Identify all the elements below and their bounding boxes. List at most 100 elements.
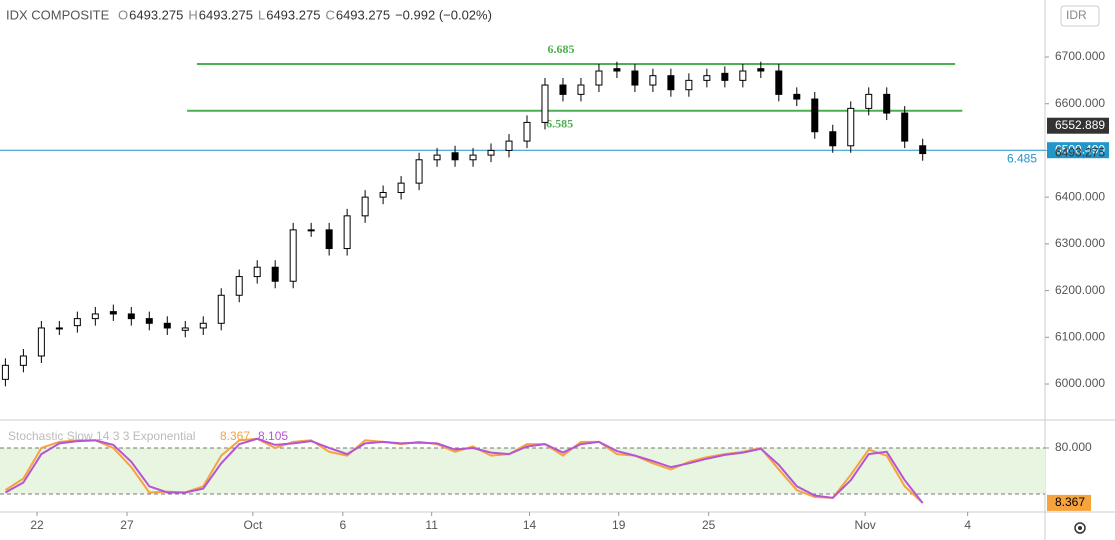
candle-body [217, 294, 225, 324]
candle-body [127, 313, 135, 320]
level-label: 6.685 [548, 42, 575, 56]
candle-body [775, 70, 783, 95]
candle-body [469, 154, 477, 161]
x-tick-label: 6 [339, 518, 346, 532]
price-marker-label: 6493.275 [1055, 146, 1105, 160]
ohlc-key: O [118, 7, 128, 22]
candle-body [667, 75, 675, 91]
candle-body [19, 355, 27, 366]
candle-body [415, 159, 423, 184]
y-tick-label: 80.000 [1055, 440, 1092, 454]
y-tick-label: 6600.000 [1055, 96, 1105, 110]
value-marker-label: 8.367 [1055, 495, 1085, 509]
legend-value: 8.367 [220, 429, 250, 443]
settings-gear[interactable] [1074, 522, 1086, 534]
candle-body [919, 145, 927, 155]
candle-body [1, 364, 9, 380]
settings-icon[interactable] [1074, 522, 1086, 534]
candle-body [289, 229, 297, 282]
candle-body [145, 318, 153, 324]
candle-body [199, 322, 207, 329]
candle-body [253, 266, 261, 278]
x-tick-label: Oct [244, 518, 263, 532]
candle-body [379, 191, 387, 198]
candle-body [109, 311, 117, 315]
x-tick-label: 14 [523, 518, 537, 532]
ohlc-value: 6493.275 [199, 7, 253, 22]
candle-body [505, 140, 513, 151]
candle-body [685, 79, 693, 91]
candle-body [37, 327, 45, 357]
candle-body [793, 93, 801, 100]
ohlc-value: 6493.275 [336, 7, 390, 22]
horizontal-line-label: 6.485 [1007, 151, 1037, 165]
currency[interactable]: IDR [1066, 8, 1087, 22]
candle-body [541, 84, 549, 123]
candle-body [631, 70, 639, 86]
ohlc-value: 6493.275 [129, 7, 183, 22]
chart-title: IDX COMPOSITE [6, 7, 110, 22]
candle-body [163, 322, 171, 329]
candle-body [181, 327, 189, 331]
ohlc-value: 6493.275 [266, 7, 320, 22]
y-tick-label: 6000.000 [1055, 376, 1105, 390]
candle-body [865, 93, 873, 109]
x-tick-label: 25 [702, 518, 716, 532]
candle-body [235, 276, 243, 296]
ohlc-key: L [258, 7, 265, 22]
candle-body [451, 152, 459, 161]
x-tick-label: 4 [964, 518, 971, 532]
candle-body [577, 84, 585, 95]
candle-body [595, 70, 603, 86]
x-tick-label: 27 [120, 518, 134, 532]
legend-value: 8.105 [258, 429, 288, 443]
candle-body [721, 72, 729, 81]
candle-body [901, 112, 909, 142]
price-marker [1047, 142, 1109, 159]
candle-body [343, 215, 351, 250]
settings-dot[interactable] [1078, 526, 1082, 530]
candle-body [757, 68, 765, 72]
candle-body [73, 318, 81, 327]
candle-body [307, 229, 315, 232]
candle-body [739, 70, 747, 81]
level-label: 6.585 [546, 116, 573, 130]
candle-body [523, 121, 531, 142]
candle-body [829, 131, 837, 147]
y-tick-label: 6300.000 [1055, 236, 1105, 250]
candle-body [271, 266, 279, 282]
candle-body [433, 154, 441, 161]
y-tick-label: 6700.000 [1055, 49, 1105, 63]
band [0, 447, 1045, 494]
y-tick-label: 6400.000 [1055, 189, 1105, 203]
candle-body [91, 313, 99, 320]
ohlc-key: H [188, 7, 197, 22]
y-tick-label: 6100.000 [1055, 329, 1105, 343]
candle-body [613, 68, 621, 72]
y-tick-label: 6200.000 [1055, 283, 1105, 297]
candle-body [649, 75, 657, 86]
x-tick-label: Nov [854, 518, 875, 532]
ohlc-key: C [325, 7, 334, 22]
candle-body [703, 75, 711, 81]
candle-body [55, 327, 63, 330]
change: −0.992 (−0.02%) [395, 7, 492, 22]
candle-body [811, 98, 819, 133]
price-marker-label: 6500.490 [1055, 142, 1105, 156]
candle-body [487, 149, 495, 156]
stoch-line [4, 437, 924, 504]
price-marker-label: 6552.889 [1055, 118, 1105, 132]
x-tick-label: 19 [612, 518, 626, 532]
study-title: Stochastic Slow 14 3 3 Exponential [8, 429, 195, 443]
candle-body [847, 107, 855, 147]
currency-button[interactable] [1060, 5, 1100, 27]
candle-body [397, 182, 405, 193]
candle-body [883, 93, 891, 114]
x-tick-label: 22 [30, 518, 44, 532]
candle-body [361, 196, 369, 217]
x-tick-label: 11 [425, 518, 438, 532]
value-marker [1047, 494, 1091, 511]
candle-body [559, 84, 567, 95]
candle-body [325, 229, 333, 250]
